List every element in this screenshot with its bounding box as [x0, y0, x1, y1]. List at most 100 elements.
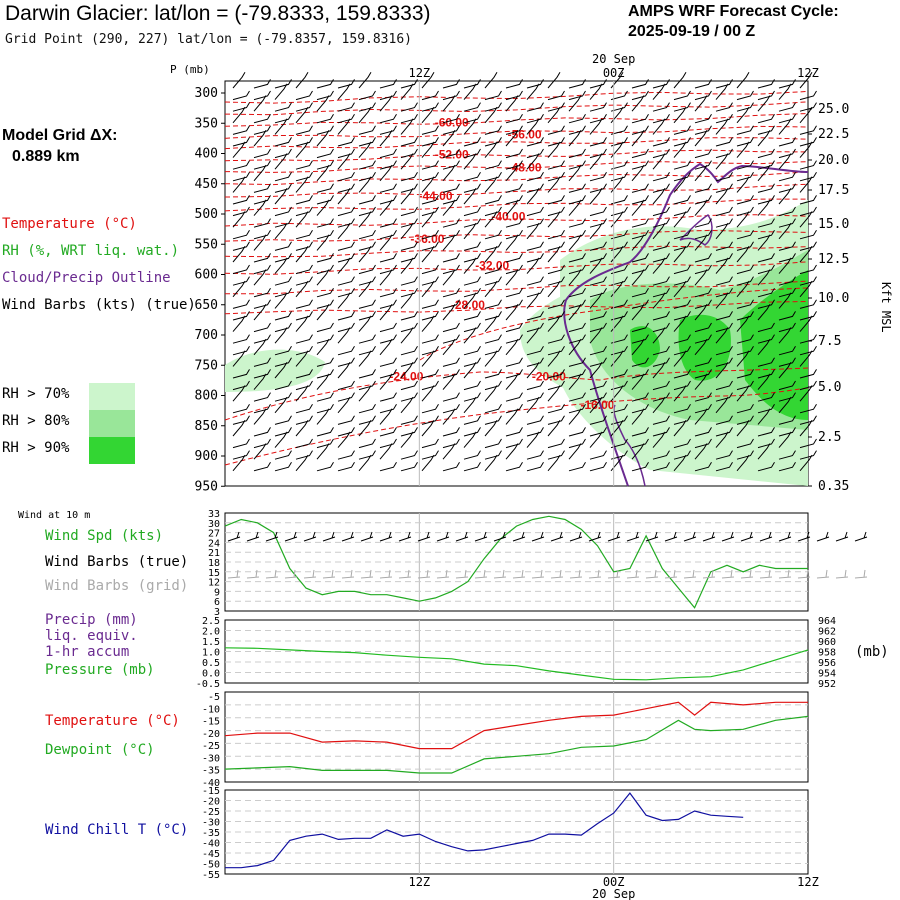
- wind-barb: [505, 183, 523, 193]
- surface-barb-true: [417, 531, 431, 542]
- date-label: 20 Sep: [592, 52, 635, 66]
- wind-barb: [778, 257, 792, 274]
- wind-barb: [253, 79, 271, 89]
- wind-barb: [778, 183, 796, 193]
- wind-barb: [673, 350, 687, 367]
- wind-barb: [232, 350, 246, 367]
- surface-barb-true: [512, 531, 526, 542]
- wind-barb: [715, 322, 733, 333]
- wind-barb: [316, 392, 334, 402]
- wind-barb: [526, 461, 544, 472]
- wind-barb: [442, 373, 456, 390]
- wind-speed-tick: 33: [208, 509, 220, 520]
- wind-barb: [736, 176, 750, 193]
- wind-barb: [631, 218, 649, 228]
- wind-barb: [526, 188, 540, 205]
- wind-barb: [316, 183, 334, 193]
- wind-barb: [547, 72, 561, 89]
- wind-barb: [274, 83, 288, 100]
- wind-barb: [442, 438, 460, 449]
- surface-barb-grid: [493, 569, 507, 579]
- wind-barb: [400, 415, 418, 425]
- wind-barb: [463, 183, 481, 193]
- wind-barb: [505, 148, 523, 159]
- wind-barb: [736, 195, 754, 205]
- surface-barb-grid: [588, 569, 602, 579]
- temperature-contour: [224, 280, 809, 295]
- wind-barb: [736, 299, 754, 309]
- forecast-cycle-value: 2025-09-19 / 00 Z: [628, 23, 756, 40]
- wind-barb: [379, 160, 397, 170]
- wind-barb: [505, 369, 523, 379]
- wind-barb: [463, 380, 481, 391]
- wind-barb: [253, 427, 271, 437]
- wind-barb: [736, 90, 754, 101]
- wind-barb: [694, 125, 712, 135]
- wind-barb: [715, 218, 733, 228]
- kft-tick-label: 5.0: [818, 380, 841, 395]
- wind-barb: [463, 327, 477, 344]
- wind-barb: [316, 90, 334, 101]
- wind-barb: [736, 171, 754, 182]
- temperature-contour: [224, 125, 809, 139]
- wind-barb: [337, 206, 355, 217]
- wind-barb: [526, 102, 544, 112]
- wind-barb: [589, 153, 603, 170]
- wind-barb: [379, 199, 393, 216]
- wind-barb: [316, 408, 330, 425]
- wind-barb: [547, 454, 561, 472]
- wind-barb: [358, 195, 376, 205]
- surface-barb-grid: [664, 569, 678, 579]
- wind-barb: [631, 90, 649, 101]
- legend-cloud-outline: Cloud/Precip Outline: [2, 270, 171, 286]
- surface-barb-true: [341, 531, 355, 542]
- wind-barb: [652, 222, 666, 240]
- wind-barb: [295, 102, 313, 112]
- wind-barb: [232, 315, 246, 332]
- wind-barb: [715, 311, 733, 321]
- wind-barb: [253, 408, 267, 425]
- time-tick-label: 12Z: [408, 66, 430, 80]
- wind-barb: [715, 113, 733, 124]
- wind-barb: [757, 334, 775, 344]
- wind-barb: [253, 269, 267, 286]
- wind-barb: [337, 253, 355, 263]
- wind-barb: [379, 304, 393, 321]
- wind-barb: [715, 427, 733, 437]
- wind-barb: [421, 385, 435, 402]
- wind-barb: [526, 327, 540, 344]
- wind-barb: [463, 450, 481, 460]
- wind-barb: [358, 276, 376, 286]
- wind-barb: [295, 345, 313, 356]
- wind-barb: [442, 408, 456, 425]
- wind-barb: [421, 420, 435, 437]
- wind-barb: [484, 280, 498, 298]
- wind-barb: [463, 362, 477, 379]
- wind-barb: [799, 241, 817, 251]
- wind-barb: [337, 311, 355, 321]
- wind-barb: [316, 234, 330, 251]
- legend-pressure: Pressure (mb): [45, 662, 155, 678]
- wind-barb: [799, 311, 817, 321]
- wind-barb: [631, 79, 649, 89]
- wind-barb: [736, 141, 750, 158]
- wind-barb: [757, 408, 771, 425]
- wind-barb: [631, 322, 649, 333]
- wind-barb: [715, 257, 729, 274]
- temperature-contour-label: -52.00: [435, 147, 469, 161]
- legend-rh90-swatch: [89, 437, 135, 464]
- wind-barb: [358, 420, 372, 437]
- wind-barb: [694, 218, 712, 228]
- wind-barb: [463, 148, 481, 159]
- wind-barb: [694, 322, 712, 333]
- wind-barb: [358, 211, 372, 228]
- wind-barb: [316, 218, 334, 228]
- wind-barb: [400, 183, 418, 193]
- wind-barb: [778, 148, 796, 159]
- surface-barb-true: [493, 531, 507, 542]
- surface-barb-true: [455, 531, 469, 542]
- wind-barb: [568, 218, 586, 228]
- wind-barb: [421, 450, 439, 460]
- pressure-tick-label: 750: [195, 358, 218, 373]
- wind-barb: [610, 90, 628, 101]
